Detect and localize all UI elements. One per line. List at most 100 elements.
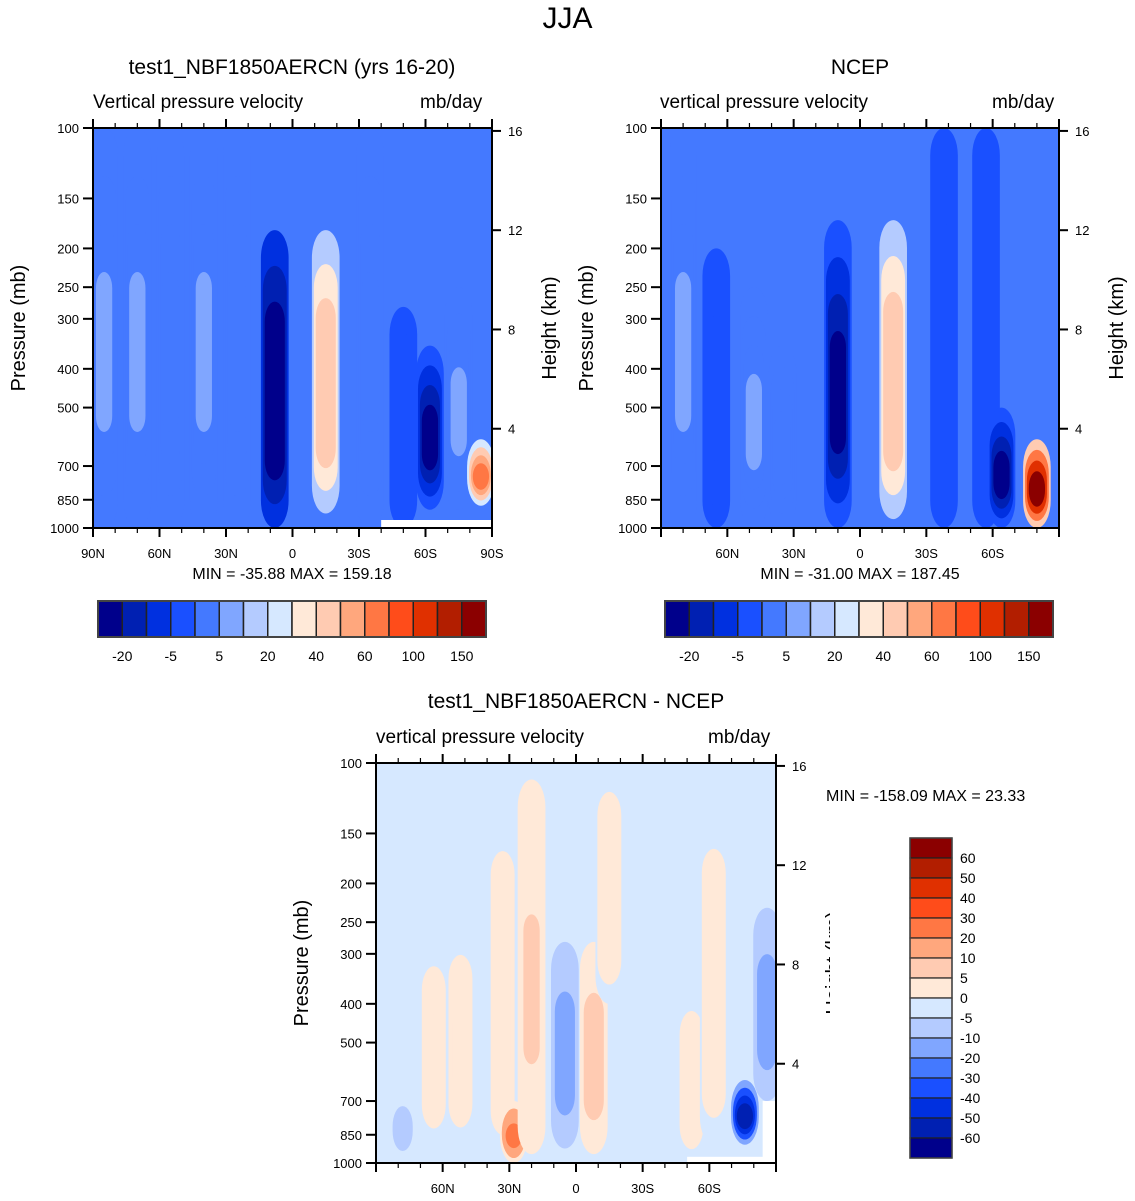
contour-feature (266, 337, 283, 457)
y-tick-label: 850 (625, 493, 647, 508)
model-units-label: mb/day (420, 92, 483, 113)
colorbar-swatch (737, 600, 763, 638)
colorbar-swatch (909, 937, 953, 959)
contour-fields (669, 128, 1051, 528)
colorbar-swatch (909, 877, 953, 899)
contour-feature (472, 463, 490, 490)
y-right-tick-label: 4 (792, 1057, 799, 1072)
contour-feature (195, 272, 212, 432)
y-tick-label: 250 (625, 280, 647, 295)
y-right-tick-label: 12 (508, 223, 522, 238)
y-right-axis-title: Height (km) (539, 276, 561, 379)
y-tick-label: 850 (57, 493, 79, 508)
x-tick-label: 90S (480, 546, 503, 561)
colorbar-label: 60 (357, 648, 373, 664)
y-right-axis-title: Height (km) (823, 911, 830, 1014)
colorbar-swatch (809, 600, 836, 638)
contour-feature (993, 450, 1010, 500)
y-tick-label: 700 (625, 459, 647, 474)
y-right-tick-label: 12 (792, 858, 806, 873)
diff-variable-label: vertical pressure velocity (376, 727, 585, 748)
y-tick-label: 700 (340, 1094, 362, 1109)
y-tick-label: 150 (625, 191, 647, 206)
x-tick-label: 60N (431, 1181, 455, 1196)
colorbar-swatch (1028, 600, 1054, 638)
colorbar-label: 150 (1017, 648, 1041, 664)
y-tick-label: 100 (625, 121, 647, 136)
colorbar-swatch (688, 600, 715, 638)
contour-feature (450, 367, 467, 457)
contour-feature (361, 272, 379, 432)
colorbar-swatch (785, 600, 812, 638)
colorbar-swatch (97, 600, 123, 638)
missing-data-mask (687, 1156, 776, 1164)
contour-feature (95, 272, 113, 432)
colorbar-swatch (712, 600, 739, 638)
colorbar-label: 0 (960, 990, 968, 1006)
colorbar-label: -5 (960, 1010, 973, 1026)
x-tick-label: 30S (915, 546, 938, 561)
colorbar-swatch (218, 600, 245, 638)
colorbar-swatch (909, 957, 953, 979)
y-tick-label: 300 (625, 312, 647, 327)
colorbar-label: 40 (960, 890, 976, 906)
model-panel-title: test1_NBF1850AERCN (yrs 16-20) (128, 56, 456, 79)
obs-units-label: mb/day (992, 92, 1055, 113)
x-tick-label: 30N (497, 1181, 521, 1196)
diff-panel-title: test1_NBF1850AERCN - NCEP (427, 690, 725, 713)
colorbar-swatch (339, 600, 366, 638)
colorbar-label: 10 (960, 950, 976, 966)
colorbar-swatch (906, 600, 933, 638)
y-right-tick-label: 8 (792, 957, 799, 972)
colorbar-swatch (267, 600, 293, 638)
y-right-tick-label: 8 (1075, 322, 1082, 337)
contour-feature (708, 349, 725, 461)
colorbar-swatch (145, 600, 172, 638)
colorbar-swatch (909, 997, 953, 1019)
colorbar-label: 150 (450, 648, 474, 664)
contour-feature (683, 1052, 700, 1122)
colorbar-swatch (931, 600, 957, 638)
contour-feature (758, 977, 776, 1055)
y-right-tick-label: 4 (1075, 422, 1082, 437)
obs-panel-title: NCEP (830, 56, 890, 79)
colorbar-label: -5 (732, 648, 745, 664)
colorbar-swatch (664, 600, 690, 638)
y-right-tick-label: 16 (508, 124, 522, 139)
contour-feature (601, 849, 618, 947)
colorbar-label: 5 (215, 648, 223, 664)
x-tick-label: 0 (572, 1181, 579, 1196)
colorbar-swatch (909, 897, 953, 919)
y-axis-title: Pressure (mb) (291, 900, 313, 1027)
contour-feature (494, 936, 511, 1078)
x-tick-label: 90N (81, 546, 105, 561)
colorbar-frame (909, 837, 953, 1159)
colorbar-label: 5 (782, 648, 790, 664)
colorbar-swatch (436, 600, 463, 638)
x-tick-label: 30S (347, 546, 370, 561)
model-colorbar: -20 -5 5 20 40 60 100 150 (97, 600, 487, 664)
colorbar-label: -40 (960, 1090, 980, 1106)
colorbar-swatch (412, 600, 439, 638)
colorbar-swatch (364, 600, 390, 638)
contour-feature (162, 272, 179, 432)
colorbar-label: 30 (960, 910, 976, 926)
contour-feature (452, 1006, 469, 1093)
colorbar-swatch (909, 1037, 953, 1059)
contour-feature (885, 327, 902, 448)
colorbar-swatch (909, 1117, 953, 1139)
y-right-tick-label: 16 (1075, 124, 1089, 139)
y-tick-label: 400 (625, 362, 647, 377)
contour-feature (774, 411, 791, 485)
y-tick-label: 1000 (50, 521, 79, 536)
missing-data-mask (381, 520, 492, 529)
colorbar-label: 50 (960, 870, 976, 886)
x-tick-label: 30N (214, 546, 238, 561)
colorbar-label: -20 (112, 648, 132, 664)
colorbar-frame (97, 600, 487, 638)
contour-feature (736, 1103, 754, 1130)
y-tick-label: 500 (625, 401, 647, 416)
contour-feature (421, 404, 439, 471)
diff-units-label: mb/day (708, 727, 771, 748)
